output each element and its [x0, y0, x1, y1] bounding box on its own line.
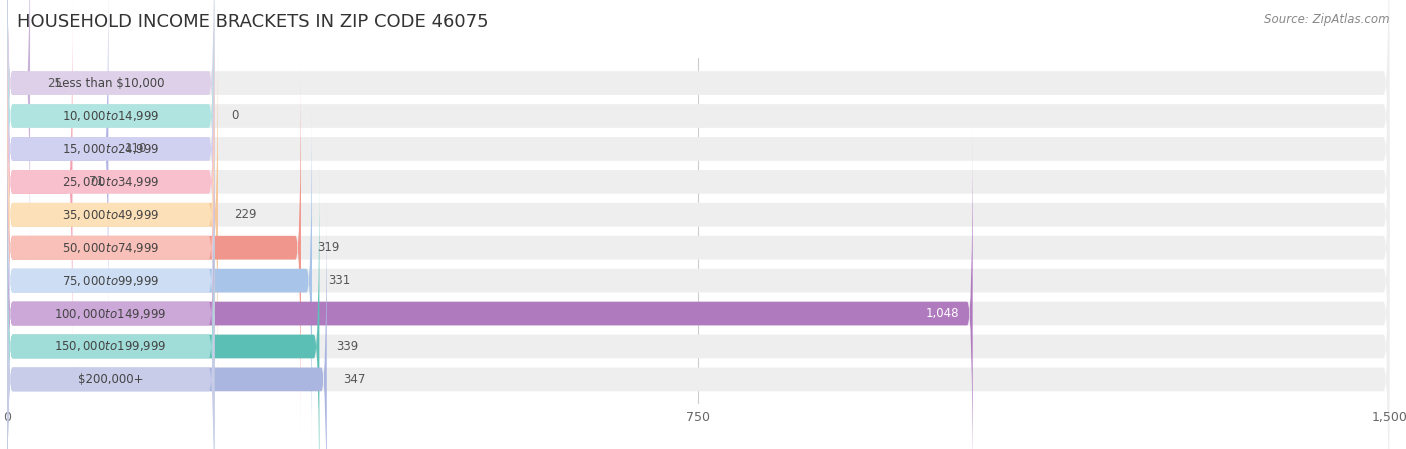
- FancyBboxPatch shape: [7, 0, 214, 335]
- FancyBboxPatch shape: [7, 161, 319, 449]
- FancyBboxPatch shape: [7, 95, 214, 449]
- Text: 1,048: 1,048: [925, 307, 959, 320]
- FancyBboxPatch shape: [7, 29, 214, 401]
- FancyBboxPatch shape: [7, 161, 1389, 449]
- Text: $15,000 to $24,999: $15,000 to $24,999: [62, 142, 159, 156]
- FancyBboxPatch shape: [7, 95, 312, 449]
- FancyBboxPatch shape: [7, 62, 301, 433]
- Text: $100,000 to $149,999: $100,000 to $149,999: [55, 307, 167, 321]
- FancyBboxPatch shape: [7, 161, 214, 449]
- Text: 319: 319: [318, 241, 340, 254]
- FancyBboxPatch shape: [7, 194, 326, 449]
- Text: 347: 347: [343, 373, 366, 386]
- FancyBboxPatch shape: [7, 62, 1389, 433]
- Text: $50,000 to $74,999: $50,000 to $74,999: [62, 241, 159, 255]
- FancyBboxPatch shape: [7, 128, 973, 449]
- FancyBboxPatch shape: [7, 0, 30, 269]
- Text: Source: ZipAtlas.com: Source: ZipAtlas.com: [1264, 13, 1389, 26]
- Text: $75,000 to $99,999: $75,000 to $99,999: [62, 273, 159, 288]
- FancyBboxPatch shape: [7, 128, 214, 449]
- FancyBboxPatch shape: [7, 0, 214, 368]
- FancyBboxPatch shape: [7, 0, 1389, 269]
- Text: HOUSEHOLD INCOME BRACKETS IN ZIP CODE 46075: HOUSEHOLD INCOME BRACKETS IN ZIP CODE 46…: [17, 13, 488, 31]
- FancyBboxPatch shape: [7, 29, 218, 401]
- Text: 25: 25: [46, 77, 62, 89]
- FancyBboxPatch shape: [7, 0, 214, 302]
- FancyBboxPatch shape: [7, 29, 1389, 401]
- Text: Less than $10,000: Less than $10,000: [56, 77, 165, 89]
- Text: $150,000 to $199,999: $150,000 to $199,999: [55, 339, 167, 353]
- FancyBboxPatch shape: [7, 0, 1389, 368]
- Text: $35,000 to $49,999: $35,000 to $49,999: [62, 208, 159, 222]
- FancyBboxPatch shape: [7, 128, 1389, 449]
- Text: 331: 331: [329, 274, 352, 287]
- Text: 339: 339: [336, 340, 359, 353]
- FancyBboxPatch shape: [7, 194, 214, 449]
- FancyBboxPatch shape: [7, 0, 1389, 335]
- Text: 229: 229: [235, 208, 257, 221]
- Text: $25,000 to $34,999: $25,000 to $34,999: [62, 175, 159, 189]
- FancyBboxPatch shape: [7, 0, 1389, 302]
- Text: $200,000+: $200,000+: [77, 373, 143, 386]
- FancyBboxPatch shape: [7, 0, 73, 368]
- Text: 71: 71: [89, 176, 104, 188]
- FancyBboxPatch shape: [7, 0, 108, 335]
- Text: 0: 0: [231, 110, 238, 123]
- FancyBboxPatch shape: [7, 62, 214, 433]
- FancyBboxPatch shape: [7, 194, 1389, 449]
- FancyBboxPatch shape: [7, 95, 1389, 449]
- Text: $10,000 to $14,999: $10,000 to $14,999: [62, 109, 159, 123]
- Text: 110: 110: [125, 142, 148, 155]
- FancyBboxPatch shape: [7, 0, 214, 269]
